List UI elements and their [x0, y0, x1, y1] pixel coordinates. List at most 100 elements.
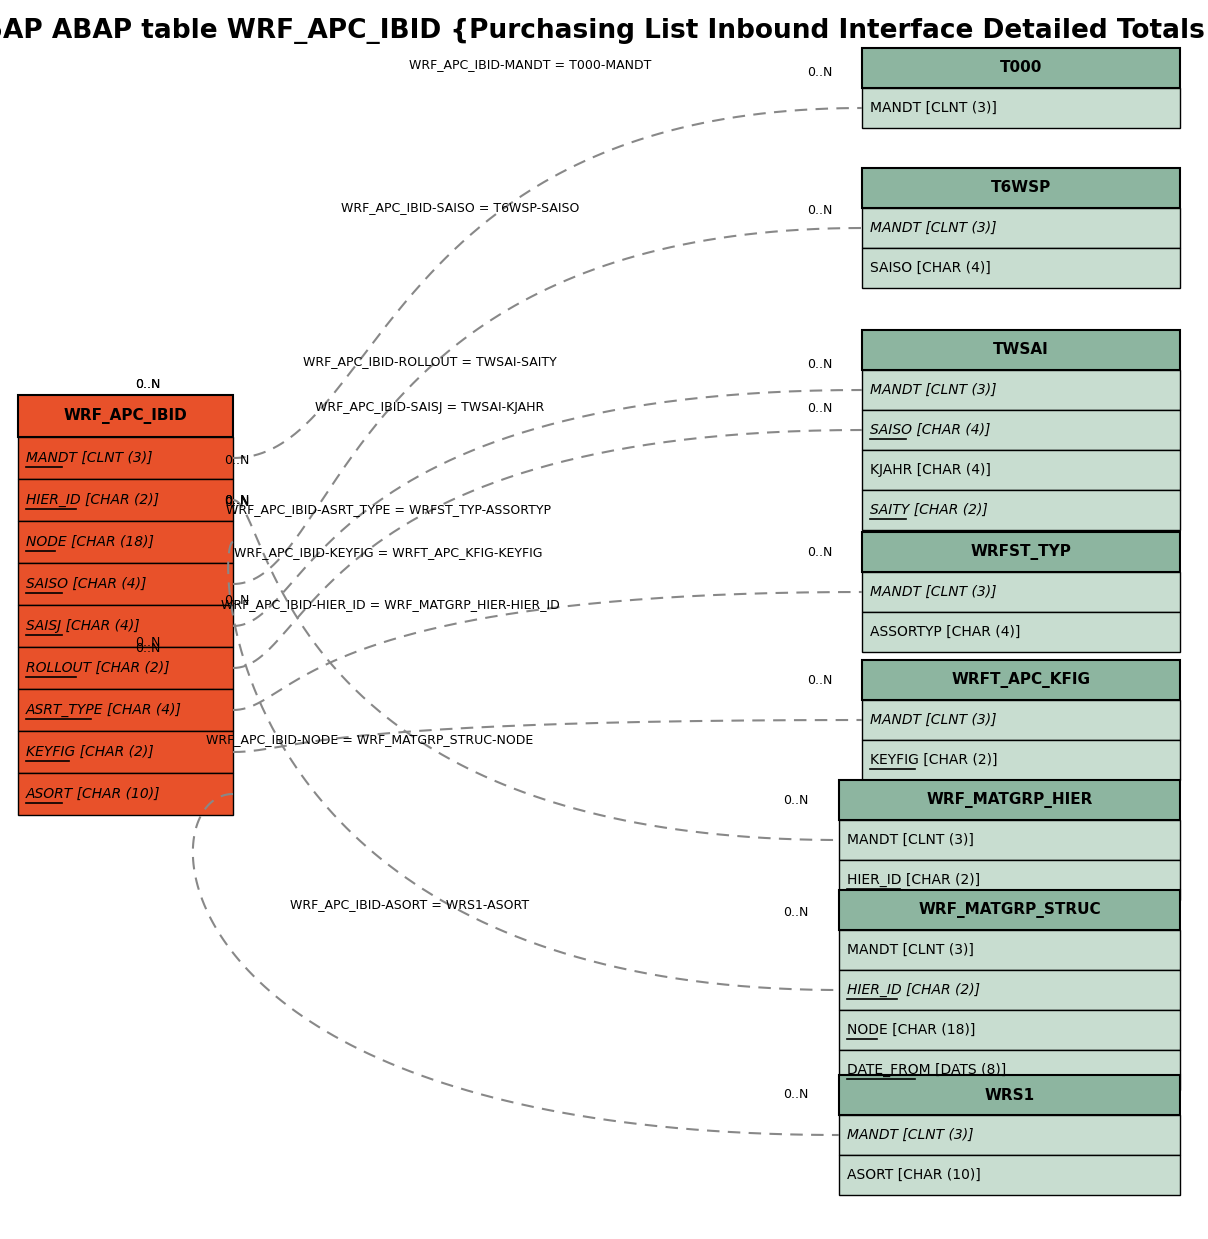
Bar — [863, 450, 1180, 489]
Bar — [18, 731, 233, 773]
Bar — [840, 1155, 1180, 1194]
Bar — [863, 532, 1180, 572]
Bar — [840, 1075, 1180, 1115]
Text: MANDT [CLNT (3)]: MANDT [CLNT (3)] — [847, 943, 974, 957]
Bar — [840, 860, 1180, 900]
Text: 0..N: 0..N — [225, 593, 250, 607]
Text: WRFST_TYP: WRFST_TYP — [970, 544, 1071, 560]
Bar — [863, 88, 1180, 128]
Text: 0..N: 0..N — [135, 642, 161, 654]
Text: HIER_ID [CHAR (2)]: HIER_ID [CHAR (2)] — [27, 493, 159, 507]
Text: HIER_ID [CHAR (2)]: HIER_ID [CHAR (2)] — [847, 873, 980, 887]
Bar — [18, 563, 233, 605]
Bar — [840, 890, 1180, 930]
Bar — [18, 689, 233, 731]
Bar — [863, 410, 1180, 450]
Bar — [863, 370, 1180, 410]
Text: 0..N: 0..N — [807, 358, 832, 372]
Text: 0..N: 0..N — [225, 493, 250, 507]
Bar — [18, 605, 233, 647]
Bar — [840, 1115, 1180, 1155]
Text: KEYFIG [CHAR (2)]: KEYFIG [CHAR (2)] — [27, 745, 153, 760]
Bar — [18, 647, 233, 689]
Bar — [863, 248, 1180, 287]
Text: T6WSP: T6WSP — [991, 181, 1051, 196]
Text: WRF_APC_IBID-SAISJ = TWSAI-KJAHR: WRF_APC_IBID-SAISJ = TWSAI-KJAHR — [315, 401, 545, 415]
Text: 0..N: 0..N — [225, 453, 250, 467]
Text: 0..N: 0..N — [807, 674, 832, 686]
Bar — [840, 970, 1180, 1010]
Text: 0..N: 0..N — [135, 378, 161, 392]
Text: WRF_APC_IBID-MANDT = T000-MANDT: WRF_APC_IBID-MANDT = T000-MANDT — [408, 58, 651, 72]
Bar — [18, 479, 233, 522]
Text: MANDT [CLNT (3)]: MANDT [CLNT (3)] — [870, 712, 997, 727]
Bar — [863, 572, 1180, 612]
Text: MANDT [CLNT (3)]: MANDT [CLNT (3)] — [870, 383, 997, 396]
Text: SAP ABAP table WRF_APC_IBID {Purchasing List Inbound Interface Detailed Totals}: SAP ABAP table WRF_APC_IBID {Purchasing … — [0, 19, 1208, 45]
Text: 0..N: 0..N — [783, 793, 808, 807]
Text: 0..N: 0..N — [807, 401, 832, 415]
Text: MANDT [CLNT (3)]: MANDT [CLNT (3)] — [870, 102, 997, 115]
Text: NODE [CHAR (18)]: NODE [CHAR (18)] — [847, 1023, 975, 1037]
Bar — [863, 612, 1180, 652]
Text: WRF_MATGRP_STRUC: WRF_MATGRP_STRUC — [918, 902, 1100, 918]
Text: 0..N: 0..N — [783, 1089, 808, 1101]
Text: MANDT [CLNT (3)]: MANDT [CLNT (3)] — [847, 1127, 974, 1142]
Bar — [863, 740, 1180, 781]
Bar — [18, 395, 233, 437]
Bar — [18, 522, 233, 563]
Text: MANDT [CLNT (3)]: MANDT [CLNT (3)] — [847, 833, 974, 847]
Bar — [840, 1049, 1180, 1090]
Text: MANDT [CLNT (3)]: MANDT [CLNT (3)] — [870, 585, 997, 598]
Text: ASRT_TYPE [CHAR (4)]: ASRT_TYPE [CHAR (4)] — [27, 703, 182, 717]
Text: WRF_APC_IBID: WRF_APC_IBID — [64, 408, 187, 424]
Text: MANDT [CLNT (3)]: MANDT [CLNT (3)] — [870, 221, 997, 235]
Text: 0..N: 0..N — [807, 546, 832, 560]
Text: 0..N: 0..N — [807, 66, 832, 78]
Bar — [18, 773, 233, 815]
Text: WRF_APC_IBID-ASRT_TYPE = WRFST_TYP-ASSORTYP: WRF_APC_IBID-ASRT_TYPE = WRFST_TYP-ASSOR… — [226, 503, 551, 517]
Text: ASORT [CHAR (10)]: ASORT [CHAR (10)] — [27, 787, 161, 800]
Text: 0..N: 0..N — [225, 496, 250, 508]
Bar — [840, 930, 1180, 970]
Text: 0..N: 0..N — [783, 906, 808, 918]
Text: TWSAI: TWSAI — [993, 342, 1049, 358]
Text: WRFT_APC_KFIG: WRFT_APC_KFIG — [952, 672, 1091, 688]
Text: NODE [CHAR (18)]: NODE [CHAR (18)] — [27, 535, 153, 549]
Text: SAISO [CHAR (4)]: SAISO [CHAR (4)] — [870, 422, 991, 437]
Bar — [863, 700, 1180, 740]
Bar — [840, 820, 1180, 860]
Bar — [863, 330, 1180, 370]
Text: WRF_APC_IBID-ASORT = WRS1-ASORT: WRF_APC_IBID-ASORT = WRS1-ASORT — [290, 898, 529, 912]
Text: 0..N: 0..N — [225, 493, 250, 507]
Text: SAISJ [CHAR (4)]: SAISJ [CHAR (4)] — [27, 620, 140, 633]
Text: SAISO [CHAR (4)]: SAISO [CHAR (4)] — [870, 261, 991, 275]
Bar — [863, 48, 1180, 88]
Bar — [840, 781, 1180, 820]
Text: SAISO [CHAR (4)]: SAISO [CHAR (4)] — [27, 577, 146, 591]
Text: KJAHR [CHAR (4)]: KJAHR [CHAR (4)] — [870, 463, 991, 477]
Bar — [18, 437, 233, 479]
Text: ASSORTYP [CHAR (4)]: ASSORTYP [CHAR (4)] — [870, 624, 1021, 639]
Bar — [863, 660, 1180, 700]
Bar — [863, 208, 1180, 248]
Text: WRF_APC_IBID-NODE = WRF_MATGRP_STRUC-NODE: WRF_APC_IBID-NODE = WRF_MATGRP_STRUC-NOD… — [207, 733, 534, 747]
Text: WRF_APC_IBID-HIER_ID = WRF_MATGRP_HIER-HIER_ID: WRF_APC_IBID-HIER_ID = WRF_MATGRP_HIER-H… — [221, 598, 559, 612]
Bar — [863, 169, 1180, 208]
Text: KEYFIG [CHAR (2)]: KEYFIG [CHAR (2)] — [870, 753, 998, 767]
Text: 0..N: 0..N — [135, 637, 161, 649]
Text: ROLLOUT [CHAR (2)]: ROLLOUT [CHAR (2)] — [27, 660, 169, 675]
Text: ASORT [CHAR (10)]: ASORT [CHAR (10)] — [847, 1168, 981, 1182]
Text: WRF_MATGRP_HIER: WRF_MATGRP_HIER — [927, 792, 1093, 808]
Text: WRF_APC_IBID-SAISO = T6WSP-SAISO: WRF_APC_IBID-SAISO = T6WSP-SAISO — [341, 202, 579, 214]
Text: T000: T000 — [1000, 61, 1043, 76]
Bar — [863, 489, 1180, 530]
Text: HIER_ID [CHAR (2)]: HIER_ID [CHAR (2)] — [847, 983, 980, 997]
Bar — [840, 1010, 1180, 1049]
Text: MANDT [CLNT (3)]: MANDT [CLNT (3)] — [27, 451, 152, 465]
Text: 0..N: 0..N — [135, 378, 161, 392]
Text: WRS1: WRS1 — [985, 1088, 1034, 1103]
Text: 0..N: 0..N — [807, 203, 832, 217]
Text: WRF_APC_IBID-KEYFIG = WRFT_APC_KFIG-KEYFIG: WRF_APC_IBID-KEYFIG = WRFT_APC_KFIG-KEYF… — [234, 546, 542, 560]
Text: SAITY [CHAR (2)]: SAITY [CHAR (2)] — [870, 503, 988, 517]
